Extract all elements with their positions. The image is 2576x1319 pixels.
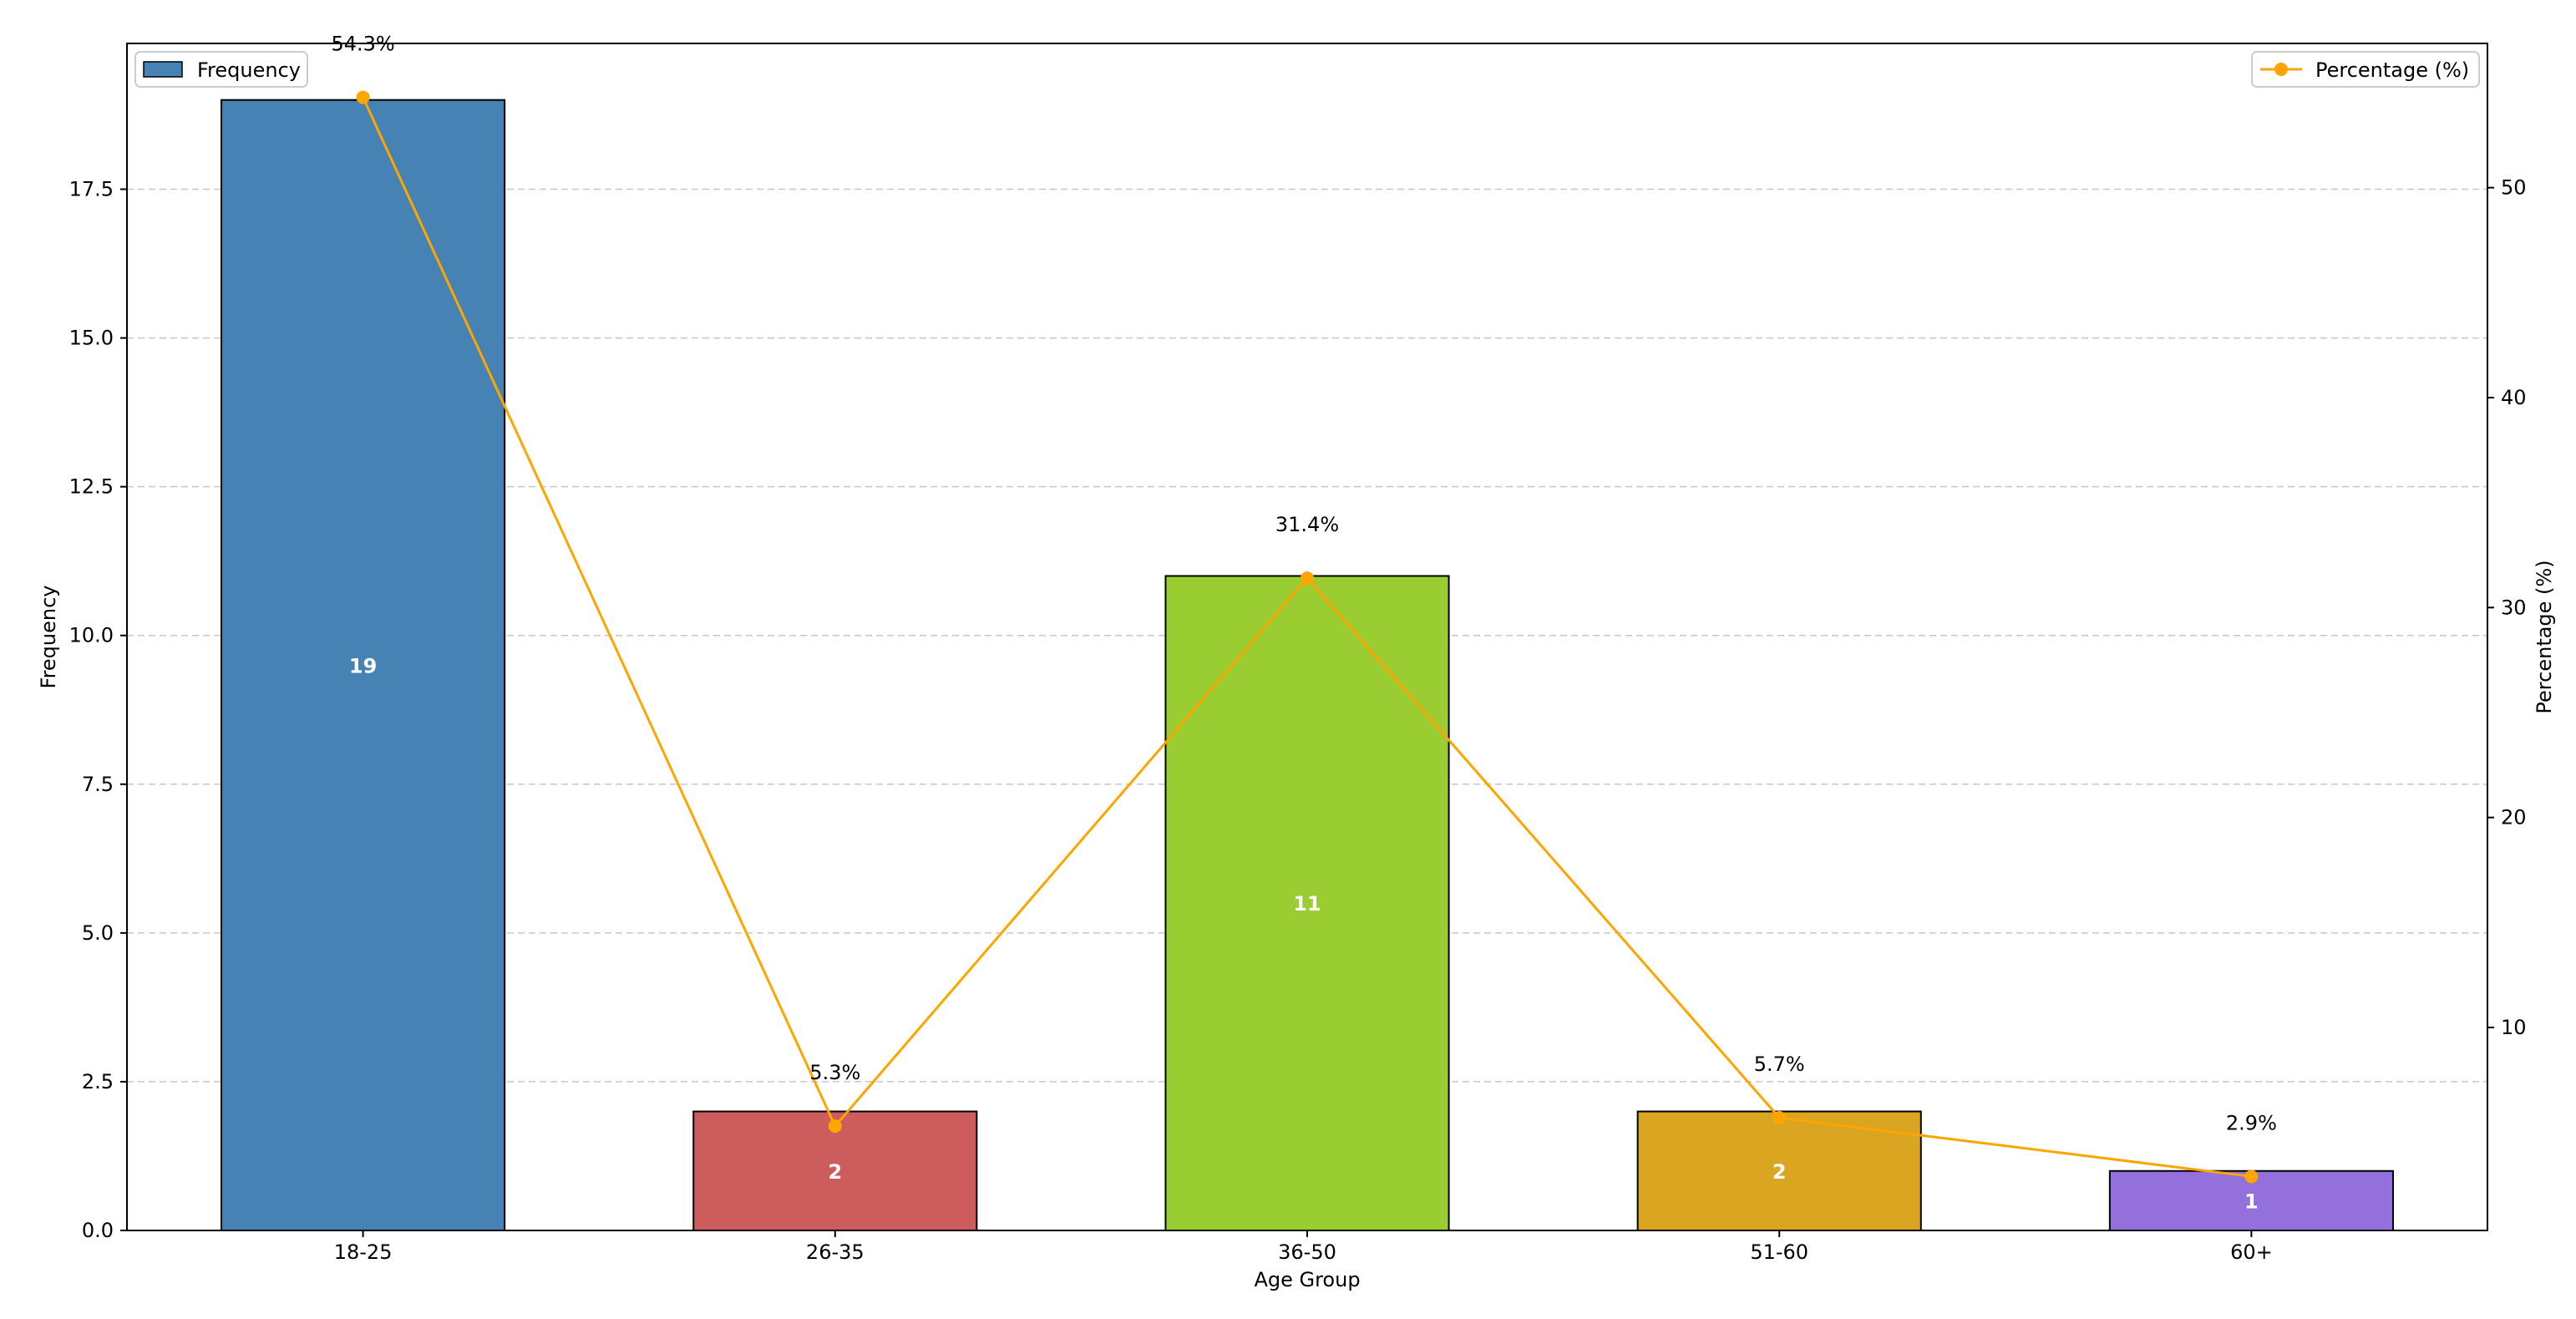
legend-label-frequency: Frequency — [197, 58, 301, 82]
y-tick-label: 12.5 — [69, 475, 114, 499]
x-tick-label: 18-25 — [334, 1240, 393, 1264]
bar-value-label: 2 — [828, 1160, 842, 1184]
bar-value-label: 2 — [1772, 1160, 1787, 1184]
x-tick-label: 36-50 — [1278, 1240, 1336, 1264]
x-axis-label: Age Group — [1254, 1268, 1360, 1291]
legend-label-percentage: Percentage (%) — [2315, 58, 2469, 82]
y2-tick-label: 40 — [2501, 386, 2527, 409]
y-tick-label: 0.0 — [82, 1219, 114, 1242]
y2-axis-label: Percentage (%) — [2533, 560, 2556, 713]
legend-swatch-frequency — [143, 61, 183, 78]
bars — [221, 99, 2394, 1232]
y-tick-label: 17.5 — [69, 178, 114, 201]
bar-value-label: 1 — [2244, 1190, 2259, 1213]
y-tick-label: 2.5 — [82, 1070, 114, 1093]
percentage-value-label: 2.9% — [2226, 1111, 2277, 1134]
percentage-value-label: 5.7% — [1754, 1053, 1805, 1076]
bar-value-label: 19 — [349, 654, 377, 677]
y-tick-label: 5.0 — [82, 921, 114, 945]
y2-tick-label: 20 — [2501, 806, 2527, 829]
x-tick-label: 51-60 — [1750, 1240, 1808, 1264]
percentage-value-label: 5.3% — [809, 1061, 860, 1084]
bar-value-label: 11 — [1293, 892, 1321, 916]
percentage-line — [356, 90, 2259, 1184]
bar-18-25 — [221, 99, 506, 1232]
legend-box — [2251, 51, 2480, 88]
y-tick-label: 15.0 — [69, 327, 114, 350]
percentage-point — [2244, 1169, 2259, 1184]
y-tick-label: 10.0 — [69, 624, 114, 647]
legend-percentage: Percentage (%) — [2251, 51, 2480, 88]
axes: 0.0 2.5 5.0 7.5 10.0 12.5 15.0 17.5 10 20 30 40 50 18… — [69, 176, 2527, 1264]
grid-lines — [127, 188, 2487, 1083]
percentage-point — [1772, 1111, 1787, 1125]
y-axis-label: Frequency — [37, 586, 60, 689]
y2-tick-label: 30 — [2501, 596, 2527, 619]
legend-frequency: Frequency — [134, 51, 308, 88]
y2-tick-label: 50 — [2501, 176, 2527, 200]
legend-box — [134, 51, 308, 88]
percentage-point — [356, 90, 370, 104]
legend-marker-percentage — [2274, 63, 2288, 76]
percentage-point — [1301, 571, 1314, 586]
percentage-value-label: 31.4% — [1275, 513, 1339, 536]
x-tick-label: 60+ — [2230, 1240, 2273, 1264]
y-tick-label: 7.5 — [82, 773, 114, 796]
y2-tick-label: 10 — [2501, 1016, 2527, 1039]
percentage-point — [828, 1119, 842, 1134]
x-tick-label: 26-35 — [806, 1240, 865, 1264]
